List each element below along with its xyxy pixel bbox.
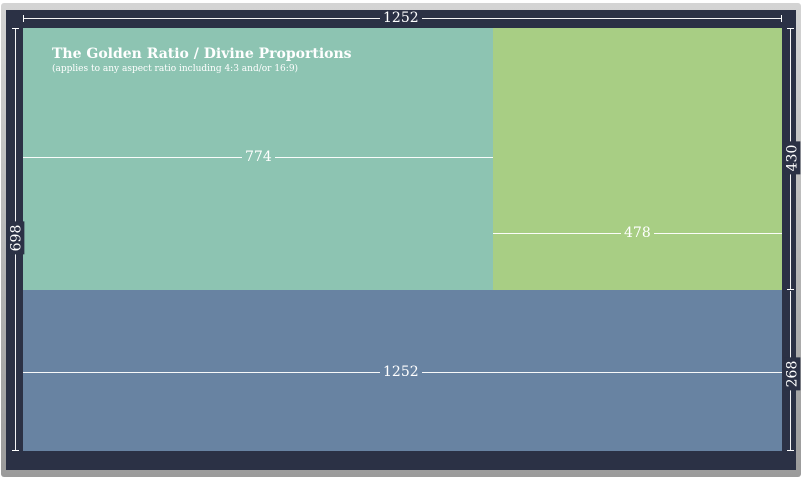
right-bottom-tick-bottom [787, 450, 794, 451]
right-top-tick-top [787, 28, 794, 29]
top-width-label: 1252 [380, 10, 422, 26]
golden-rect-478 [493, 28, 782, 290]
right-bottom-height-label: 268 [784, 357, 801, 391]
right-top-tick-bottom [787, 289, 794, 290]
small-rect-width-label: 478 [621, 225, 654, 241]
right-top-height-label: 430 [784, 141, 801, 175]
left-height-label: 698 [8, 221, 25, 255]
bottom-width-label: 1252 [380, 364, 422, 380]
top-width-tick-left [23, 15, 24, 22]
left-height-tick-bottom [12, 450, 19, 451]
left-height-tick-top [12, 28, 19, 29]
diagram-subtitle: (applies to any aspect ratio including 4… [52, 64, 299, 74]
top-width-tick-right [781, 15, 782, 22]
large-rect-width-label: 774 [242, 149, 275, 165]
diagram-title: The Golden Ratio / Divine Proportions [52, 46, 352, 62]
